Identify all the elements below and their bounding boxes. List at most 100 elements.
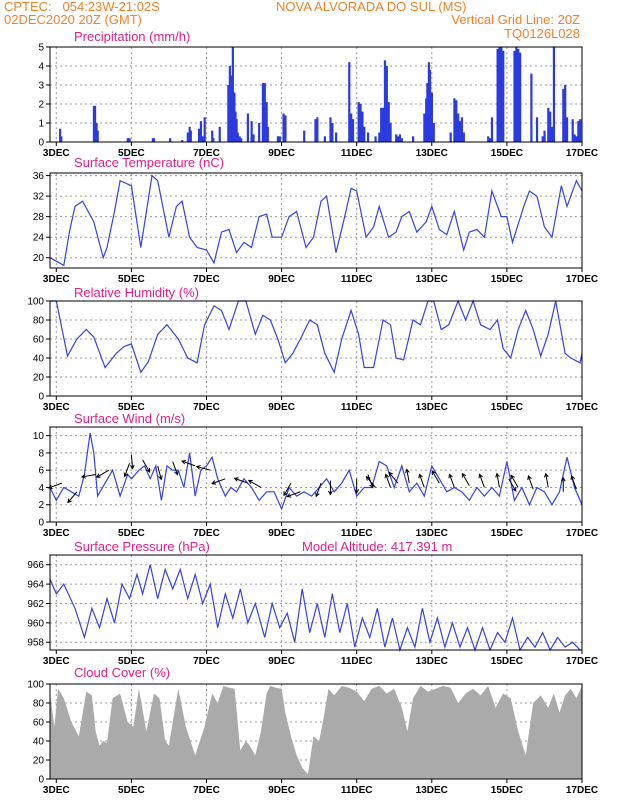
- precip-bar: [211, 130, 214, 142]
- precip-bar: [181, 140, 184, 142]
- wind-arrow: [172, 461, 178, 475]
- wind-arrow-head: [123, 472, 129, 478]
- precip-bar: [541, 136, 544, 142]
- y-tick-label: 964: [27, 580, 44, 591]
- wind-arrow-head: [95, 473, 101, 478]
- precip-bar: [571, 119, 574, 142]
- precip-bar: [502, 50, 505, 142]
- cloud-cover-area: [50, 685, 582, 779]
- precip-bar: [535, 117, 539, 142]
- precip-bar: [276, 136, 280, 142]
- wind-arrow-head: [181, 459, 187, 465]
- wind-arrow-head: [283, 491, 288, 497]
- precip-bar: [458, 121, 462, 142]
- y-tick-label: 8: [38, 448, 44, 459]
- precip-bar: [246, 113, 249, 142]
- y-tick-label: 6: [38, 466, 44, 477]
- x-tick-label: 11DEC: [341, 528, 373, 539]
- y-tick-label: 100: [27, 297, 44, 308]
- precip-bar: [227, 85, 230, 142]
- precip-bar: [400, 138, 403, 142]
- precip-bar: [201, 136, 204, 142]
- wind-arrow: [130, 454, 134, 469]
- precip-bar: [314, 119, 317, 142]
- humidity-title: Relative Humidity (%): [74, 285, 199, 300]
- x-tick-label: 3DEC: [43, 402, 70, 413]
- precip-bar: [151, 138, 154, 142]
- y-tick-label: 5: [38, 43, 44, 54]
- precip-bar: [238, 136, 241, 142]
- wind-title: Surface Wind (m/s): [74, 411, 186, 426]
- wind-arrow: [545, 473, 549, 488]
- precip-bar: [228, 66, 231, 142]
- precip-bar: [519, 52, 522, 143]
- precip-bar: [453, 98, 456, 142]
- x-tick-label: 5DEC: [118, 785, 145, 796]
- series-line: [49, 564, 582, 653]
- precip-bar: [398, 134, 402, 142]
- wind-arrow: [508, 478, 517, 492]
- wind-arrow-head: [211, 480, 217, 485]
- x-tick-label: 9DEC: [268, 148, 295, 159]
- x-tick-label: 5DEC: [118, 274, 145, 285]
- wind-arrow: [211, 478, 226, 485]
- x-tick-label: 15DEC: [491, 148, 523, 159]
- precip-bar: [547, 107, 550, 142]
- precip-bar: [236, 132, 239, 142]
- x-tick-label: 3DEC: [43, 528, 70, 539]
- wind-arrow-head: [354, 489, 360, 494]
- wind-arrow-head: [448, 473, 453, 479]
- y-tick-label: 0: [38, 775, 44, 786]
- y-tick-label: 0: [38, 392, 44, 403]
- precip-bar: [258, 123, 261, 142]
- precip-bar: [488, 138, 492, 142]
- wind-arrow-head: [418, 473, 423, 479]
- x-tick-label: 17DEC: [566, 274, 598, 285]
- precip-bar: [197, 128, 201, 142]
- precip-bar: [348, 62, 351, 143]
- y-tick-label: 60: [33, 718, 45, 729]
- x-tick-label: 15DEC: [491, 274, 523, 285]
- y-tick-label: 60: [33, 335, 45, 346]
- x-tick-label: 13DEC: [416, 148, 448, 159]
- precip-bar: [278, 136, 281, 142]
- precip-bar: [303, 130, 306, 142]
- wind-arrow: [287, 491, 301, 498]
- precip-bar: [188, 126, 191, 142]
- wind-arrow-head: [67, 498, 72, 504]
- x-tick-label: 17DEC: [566, 402, 598, 413]
- precip-bar: [93, 105, 97, 142]
- series-line: [50, 299, 583, 375]
- precip-bar: [575, 136, 578, 142]
- x-tick-label: 3DEC: [43, 148, 70, 159]
- wind-arrow-head: [431, 470, 436, 476]
- wind-arrow: [48, 482, 63, 489]
- precipitation-title: Precipitation (mm/h): [74, 29, 191, 44]
- wind-arrow: [96, 469, 110, 478]
- x-tick-label: 5DEC: [118, 656, 145, 667]
- precip-bar: [357, 102, 360, 142]
- precip-bar: [500, 47, 503, 142]
- precip-bar: [126, 138, 129, 142]
- precip-bar: [323, 136, 326, 142]
- precip-bar: [579, 119, 582, 142]
- precip-bar: [462, 132, 465, 142]
- x-tick-label: 11DEC: [341, 656, 373, 667]
- precip-bar: [361, 111, 364, 142]
- precip-bar: [543, 130, 546, 142]
- wind-arrow-head: [233, 477, 239, 482]
- wind-arrow: [406, 469, 410, 484]
- wind-arrow: [234, 477, 248, 484]
- y-tick-label: 2: [38, 500, 44, 511]
- x-tick-label: 13DEC: [416, 656, 448, 667]
- precip-bar: [381, 107, 385, 142]
- station-coords: CPTEC: 054:23W-21:02S: [4, 0, 160, 14]
- precip-bar: [230, 75, 233, 142]
- wind-arrow-head: [388, 471, 393, 477]
- x-tick-label: 13DEC: [416, 528, 448, 539]
- wind-arrow: [81, 474, 96, 478]
- wind-arrow: [196, 466, 211, 471]
- precip-bar: [490, 117, 494, 142]
- precip-bar: [329, 117, 332, 142]
- x-tick-label: 13DEC: [416, 402, 448, 413]
